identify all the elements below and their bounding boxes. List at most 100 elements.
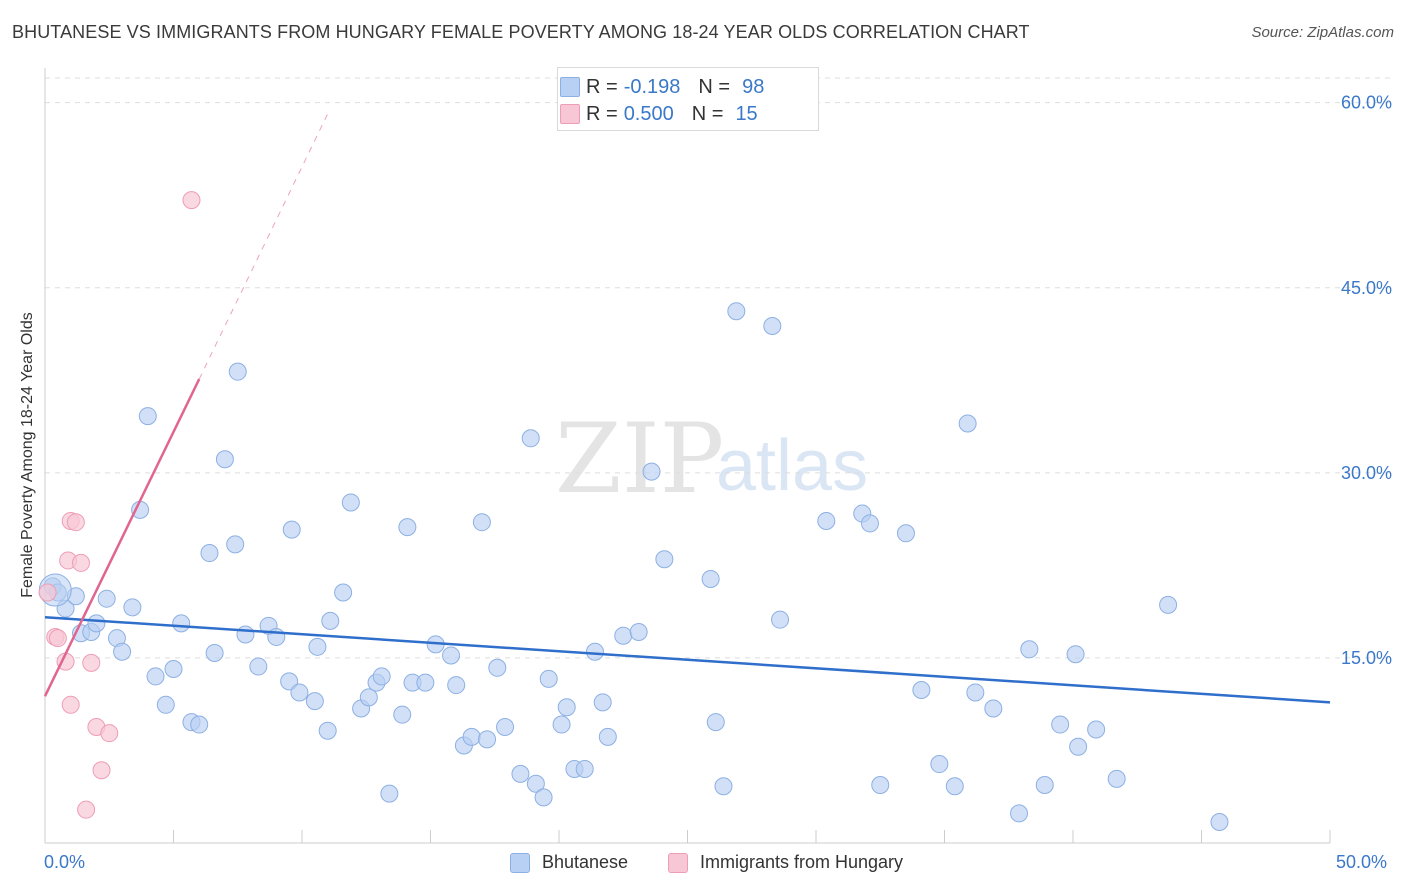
x-tick-min: 0.0% bbox=[44, 852, 86, 872]
n-value: 98 bbox=[742, 75, 765, 98]
data-point-bhutanese bbox=[226, 535, 245, 554]
data-point-bhutanese bbox=[593, 693, 612, 712]
watermark-atlas: atlas bbox=[716, 426, 868, 506]
data-point-bhutanese bbox=[945, 777, 964, 796]
data-point-bhutanese bbox=[912, 681, 931, 699]
data-point-bhutanese bbox=[871, 776, 890, 795]
data-point-bhutanese bbox=[472, 513, 491, 532]
data-point-hungary bbox=[100, 724, 119, 743]
data-point-bhutanese bbox=[164, 660, 183, 679]
data-point-bhutanese bbox=[398, 518, 417, 537]
data-point-bhutanese bbox=[462, 727, 481, 746]
data-point-bhutanese bbox=[380, 784, 399, 803]
data-point-bhutanese bbox=[205, 643, 224, 662]
data-point-bhutanese bbox=[393, 705, 412, 724]
data-point-bhutanese bbox=[763, 317, 782, 336]
data-point-bhutanese bbox=[1087, 720, 1106, 739]
data-point-bhutanese bbox=[534, 788, 553, 807]
data-point-bhutanese bbox=[341, 493, 360, 512]
data-point-hungary bbox=[92, 761, 111, 780]
data-point-bhutanese bbox=[557, 698, 576, 717]
data-point-bhutanese bbox=[1159, 595, 1178, 614]
data-point-hungary bbox=[48, 629, 67, 648]
trend-lines bbox=[43, 113, 1331, 704]
data-point-bhutanese bbox=[614, 626, 633, 645]
data-point-bhutanese bbox=[521, 429, 540, 448]
n-value: 15 bbox=[735, 102, 758, 125]
data-point-bhutanese bbox=[280, 672, 299, 691]
legend-swatch-pink bbox=[560, 104, 580, 124]
data-point-bhutanese bbox=[1210, 813, 1229, 832]
data-point-bhutanese bbox=[308, 637, 327, 656]
data-point-bhutanese bbox=[598, 727, 617, 746]
data-point-hungary bbox=[82, 653, 101, 672]
data-point-bhutanese bbox=[215, 450, 234, 469]
trend-line-hungary-extrapolated bbox=[198, 113, 329, 380]
y-tick-label: 45.0% bbox=[1341, 278, 1392, 298]
trend-line-bhutanese bbox=[44, 615, 1331, 704]
data-point-bhutanese bbox=[97, 589, 116, 608]
data-point-bhutanese bbox=[321, 611, 340, 630]
data-point-bhutanese bbox=[138, 407, 157, 426]
data-point-bhutanese bbox=[228, 362, 247, 381]
source-label: Source: ZipAtlas.com bbox=[1251, 24, 1394, 41]
data-point-bhutanese bbox=[200, 544, 219, 563]
legend-item-bhutanese[interactable]: Bhutanese bbox=[510, 852, 628, 873]
data-point-bhutanese bbox=[1010, 804, 1029, 823]
watermark: ZIP atlas bbox=[555, 403, 868, 515]
axes bbox=[44, 68, 1331, 844]
data-point-bhutanese bbox=[282, 520, 301, 539]
data-point-bhutanese bbox=[575, 759, 594, 778]
data-point-bhutanese bbox=[172, 614, 191, 633]
data-point-bhutanese bbox=[1069, 737, 1088, 756]
data-point-bhutanese bbox=[817, 511, 836, 530]
data-point-bhutanese bbox=[372, 667, 391, 686]
data-point-bhutanese bbox=[190, 715, 209, 734]
watermark-zip: ZIP bbox=[555, 403, 724, 515]
data-point-hungary bbox=[182, 191, 201, 210]
legend-swatch-blue bbox=[510, 852, 530, 873]
data-point-bhutanese bbox=[896, 524, 915, 543]
data-point-hungary bbox=[38, 583, 57, 602]
data-point-bhutanese bbox=[539, 669, 558, 688]
legend-item-hungary[interactable]: Immigrants from Hungary bbox=[668, 852, 903, 873]
data-point-bhutanese bbox=[706, 713, 725, 732]
data-point-bhutanese bbox=[305, 692, 324, 711]
stats-legend: R = -0.198 N = 98 R = 0.500 N = 15 bbox=[557, 67, 819, 131]
data-point-bhutanese bbox=[966, 683, 985, 702]
data-point-bhutanese bbox=[701, 569, 720, 588]
data-point-hungary bbox=[61, 695, 80, 714]
data-point-bhutanese bbox=[87, 614, 106, 633]
data-point-hungary bbox=[66, 513, 85, 532]
data-point-bhutanese bbox=[146, 667, 165, 686]
data-point-bhutanese bbox=[958, 414, 977, 433]
data-point-hungary bbox=[71, 553, 90, 572]
trend-line-hungary bbox=[43, 378, 201, 697]
data-point-bhutanese bbox=[526, 774, 545, 793]
y-tick-labels: 15.0% 30.0% 45.0% 60.0% bbox=[1341, 93, 1392, 668]
legend-label-hungary: Immigrants from Hungary bbox=[700, 852, 904, 872]
data-point-bhutanese bbox=[496, 718, 515, 737]
series-legend: Bhutanese Immigrants from Hungary bbox=[0, 852, 1406, 878]
legend-swatch-blue bbox=[560, 77, 580, 97]
data-point-bhutanese bbox=[123, 598, 142, 617]
data-point-hungary bbox=[77, 800, 96, 819]
stats-row-bhutanese: R = -0.198 N = 98 bbox=[560, 74, 765, 100]
data-point-bhutanese bbox=[1020, 640, 1039, 659]
data-point-bhutanese bbox=[156, 695, 175, 714]
data-point-bhutanese bbox=[642, 462, 661, 481]
data-point-bhutanese bbox=[655, 550, 674, 569]
data-point-bhutanese bbox=[1035, 776, 1054, 795]
legend-label-bhutanese: Bhutanese bbox=[542, 852, 629, 872]
data-point-bhutanese bbox=[552, 715, 571, 734]
data-point-bhutanese bbox=[511, 764, 530, 783]
y-tick-label: 60.0% bbox=[1341, 93, 1392, 113]
data-point-bhutanese bbox=[416, 673, 435, 692]
data-point-bhutanese bbox=[359, 688, 378, 707]
n-label: N = bbox=[698, 75, 731, 98]
data-point-bhutanese bbox=[334, 583, 353, 602]
data-point-bhutanese bbox=[131, 500, 150, 519]
r-label: R = bbox=[586, 75, 618, 98]
data-point-bhutanese bbox=[1066, 645, 1085, 664]
